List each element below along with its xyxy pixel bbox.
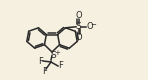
Text: S: S (50, 50, 56, 60)
Text: O: O (75, 33, 82, 42)
Text: S: S (76, 22, 81, 31)
Text: F: F (43, 66, 48, 76)
Text: O: O (75, 12, 82, 20)
Text: +: + (54, 50, 60, 56)
Text: O: O (86, 22, 93, 31)
Text: F: F (38, 56, 43, 66)
Text: −: − (90, 22, 96, 28)
Text: F: F (58, 62, 63, 70)
